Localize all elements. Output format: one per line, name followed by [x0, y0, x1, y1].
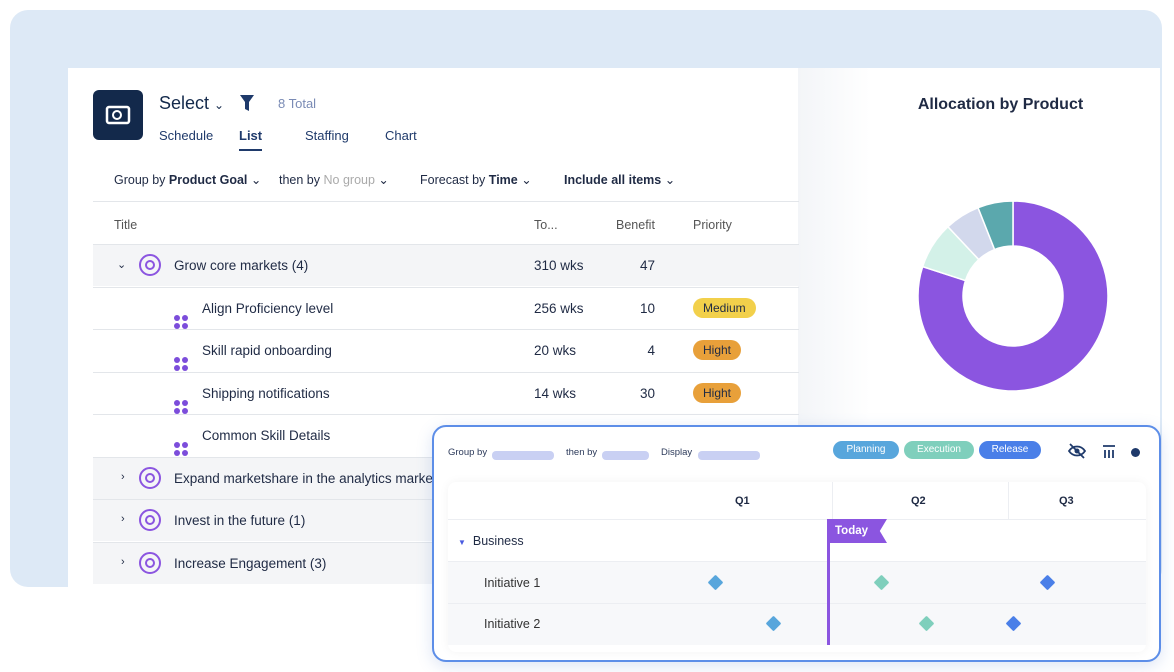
quarter-q2: Q2 [911, 495, 926, 507]
col-benefit[interactable]: Benefit [616, 218, 655, 232]
quarter-q1: Q1 [735, 495, 750, 507]
divider [93, 201, 799, 202]
tab-list[interactable]: List [239, 128, 263, 151]
row-benefit: 4 [647, 343, 655, 358]
row-title: Invest in the future (1) [174, 513, 306, 528]
chevron-right-icon[interactable]: › [121, 470, 125, 483]
caret-down-icon: ▼ [458, 538, 466, 547]
row-total: 20 wks [534, 343, 577, 358]
col-title[interactable]: Title [114, 218, 138, 232]
select-dropdown[interactable]: Select ⌄ [159, 93, 224, 114]
roadmap-card: Group by then by Display Planning Execut… [432, 425, 1161, 662]
forecast-dropdown[interactable]: Forecast by Time ⌄ [420, 173, 532, 187]
hide-icon[interactable] [1067, 443, 1087, 464]
tab-schedule[interactable]: Schedule [159, 128, 214, 143]
target-icon [139, 509, 161, 531]
row-title: Increase Engagement (3) [174, 555, 327, 571]
row-title: Skill rapid onboarding [202, 343, 332, 358]
today-line [827, 519, 830, 645]
priority-badge: Hight [693, 340, 742, 360]
row-title: Shipping notifications [202, 385, 330, 401]
quarter-q3: Q3 [1059, 495, 1074, 507]
tab-staffing[interactable]: Staffing [305, 128, 349, 143]
group-business[interactable]: ▼ Business [458, 534, 524, 548]
filter-icon[interactable] [240, 95, 254, 116]
row-benefit: 10 [639, 300, 655, 316]
initiative-1[interactable]: Initiative 1 [484, 576, 541, 590]
table-row[interactable]: Skill rapid onboarding 20 wks 4 Hight [93, 329, 799, 371]
target-icon [139, 466, 161, 489]
execution-pill[interactable]: Execution [904, 441, 974, 459]
group-by-label: Group by [448, 447, 488, 458]
columns-icon[interactable] [1102, 444, 1116, 463]
priority-badge: Hight [693, 382, 742, 403]
then-by-select[interactable] [602, 451, 649, 460]
target-icon [139, 254, 161, 276]
app-logo-icon [93, 90, 143, 140]
row-total: 14 wks [534, 385, 577, 401]
then-by-dropdown[interactable]: then by No group ⌄ [279, 173, 389, 187]
donut-slice-product-d[interactable] [977, 200, 1014, 251]
target-icon [139, 551, 161, 574]
col-priority[interactable]: Priority [693, 218, 732, 232]
chart-title: Allocation by Product [917, 96, 1084, 113]
table-row[interactable]: Shipping notifications 14 wks 30 Hight [93, 371, 799, 414]
group-row[interactable]: ⌄ Grow core markets (4) 310 wks 47 [93, 244, 799, 286]
row-benefit: 30 [639, 385, 655, 401]
display-label: Display [661, 447, 693, 458]
chevron-down-icon: ⌄ [214, 98, 225, 112]
chevron-down-icon[interactable]: ⌄ [117, 259, 127, 271]
more-icon[interactable] [1131, 448, 1140, 457]
table-row[interactable]: Align Proficiency level 256 wks 10 Medium [93, 286, 799, 329]
select-label: Select [159, 93, 210, 113]
tab-chart[interactable]: Chart [385, 128, 417, 143]
row-title: Grow core markets (4) [174, 258, 309, 273]
chevron-right-icon[interactable]: › [121, 513, 125, 525]
today-marker: Today [827, 519, 887, 543]
then-by-label: then by [566, 447, 598, 458]
row-benefit: 47 [639, 258, 655, 273]
row-total: 256 wks [534, 300, 584, 316]
display-select[interactable] [698, 451, 760, 460]
table-row[interactable]: Common Skill Details [93, 414, 799, 456]
row-title: Align Proficiency level [202, 300, 334, 316]
release-pill[interactable]: Release [979, 441, 1041, 459]
group-by-dropdown[interactable]: Group by Product Goal ⌄ [114, 173, 262, 187]
group-by-select[interactable] [492, 451, 554, 460]
row-title: Common Skill Details [202, 428, 331, 443]
include-dropdown[interactable]: Include all items ⌄ [564, 173, 676, 187]
donut-slice-product-a[interactable] [917, 200, 1109, 392]
planning-pill[interactable]: Planning [833, 441, 899, 459]
row-total: 310 wks [534, 258, 584, 273]
priority-badge: Medium [693, 297, 756, 318]
initiative-2[interactable]: Initiative 2 [484, 617, 541, 631]
chevron-right-icon[interactable]: › [121, 555, 125, 568]
col-total[interactable]: To... [534, 218, 558, 232]
timeline-grid: Q1 Q2 Q3 ▼ Business Initiative 1 Initiat… [448, 482, 1146, 652]
donut-chart [917, 200, 1109, 392]
row-title: Expand marketshare in the analytics mark… [174, 470, 437, 486]
total-count: 8 Total [278, 96, 317, 111]
